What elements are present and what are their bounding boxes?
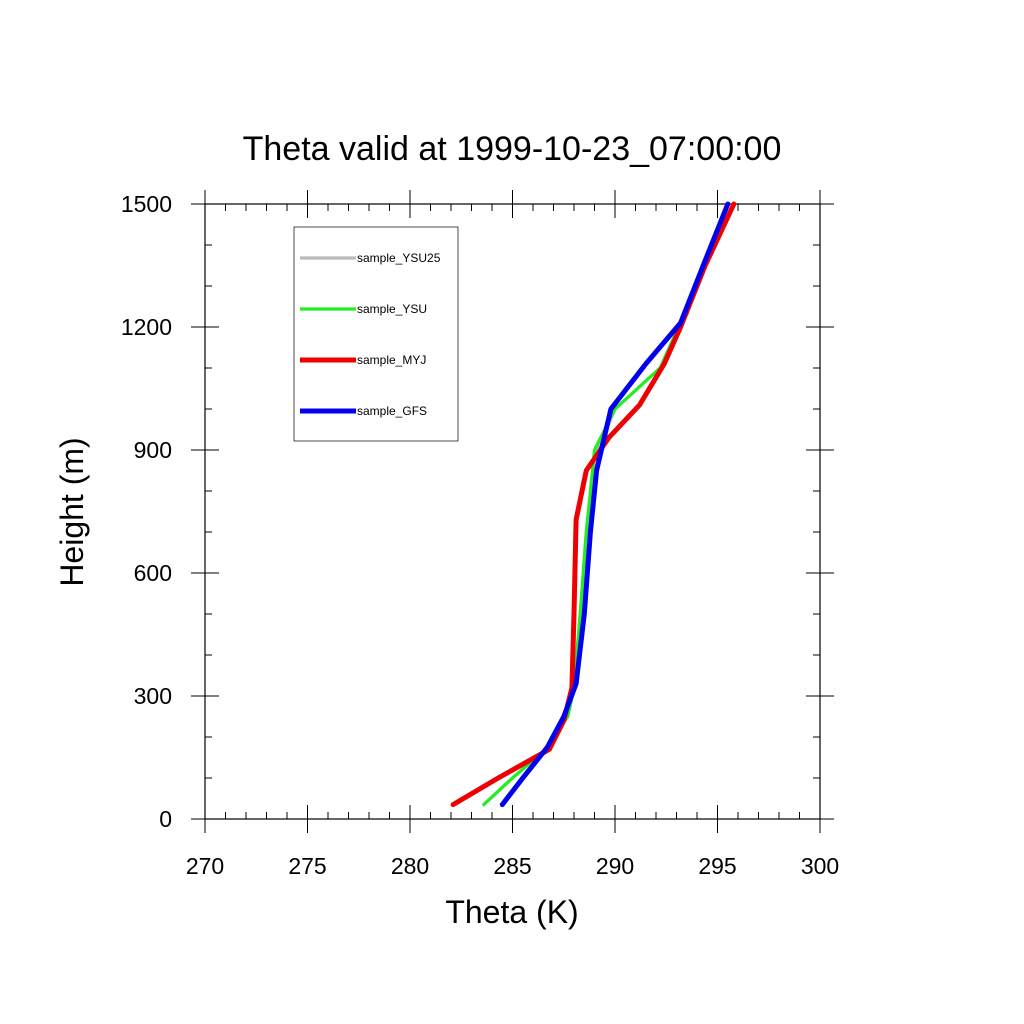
legend-label: sample_YSU25 (357, 251, 441, 265)
x-tick-label: 270 (186, 853, 224, 879)
x-tick-label: 290 (596, 853, 634, 879)
series-lines (450, 201, 737, 808)
legend-label: sample_GFS (357, 404, 427, 418)
y-tick-label: 1200 (121, 314, 172, 340)
axis-ticks (191, 190, 834, 833)
x-tick-label: 295 (698, 853, 736, 879)
x-tick-labels: 270 275 280 285 290 295 300 (186, 853, 839, 879)
y-tick-label: 900 (134, 437, 172, 463)
x-tick-label: 300 (801, 853, 839, 879)
legend-box (293, 226, 459, 442)
y-tick-label: 600 (134, 560, 172, 586)
x-tick-label: 285 (493, 853, 531, 879)
legend: sample_YSU25 sample_YSU sample_MYJ sample_G… (293, 226, 459, 442)
y-axis-title: Height (m) (54, 437, 90, 586)
y-tick-label: 1500 (121, 191, 172, 217)
y-tick-label: 300 (134, 683, 172, 709)
x-tick-label: 275 (288, 853, 326, 879)
legend-label: sample_YSU (357, 302, 427, 316)
chart-title: Theta valid at 1999-10-23_07:00:00 (243, 130, 782, 168)
series-line-sample_GFS (499, 201, 731, 808)
series-line-sample_MYJ (450, 201, 737, 808)
x-tick-label: 280 (391, 853, 429, 879)
y-tick-labels: 0 300 600 900 1200 1500 (121, 191, 172, 832)
x-axis-title: Theta (K) (445, 894, 578, 930)
legend-label: sample_MYJ (357, 353, 426, 367)
y-tick-label: 0 (159, 806, 172, 832)
